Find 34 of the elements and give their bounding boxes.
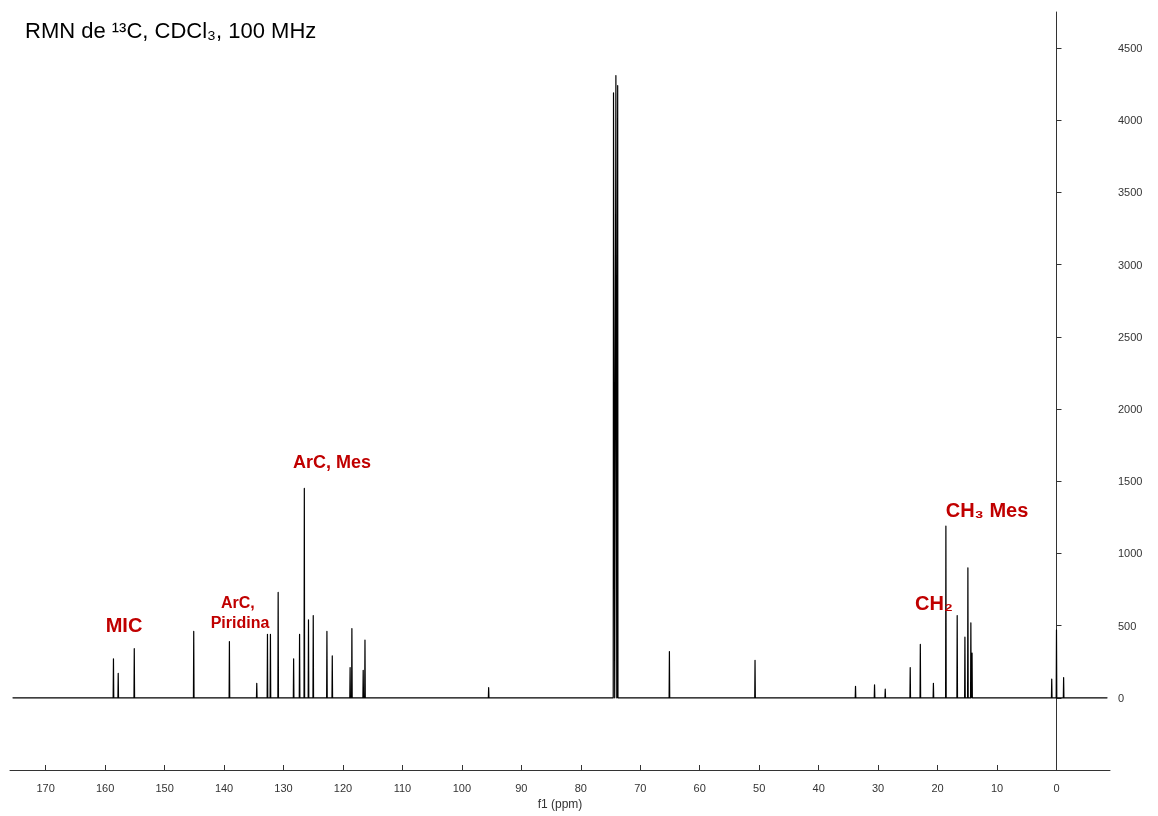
x-tick-label: 120 <box>333 781 353 794</box>
x-tick-label: 70 <box>634 781 647 794</box>
y-tick-label: 3500 <box>1118 186 1143 199</box>
y-tick-label: 1000 <box>1118 547 1143 560</box>
x-tick-label: 30 <box>871 781 885 794</box>
x-tick-label: 10 <box>990 781 1004 794</box>
y-tick-label: 2000 <box>1118 403 1143 416</box>
x-tick-label: 60 <box>693 781 706 794</box>
x-tick-label: 150 <box>155 781 174 794</box>
annotation: ArC, Mes <box>292 452 372 472</box>
annotation: ArC, Piridina <box>210 593 270 631</box>
chart-title: RMN de ¹³C, CDCl₃, 100 MHz <box>25 17 317 43</box>
y-tick-label: 1500 <box>1118 475 1143 488</box>
annotation: MIC <box>105 614 143 636</box>
x-tick-label: 170 <box>36 781 55 794</box>
x-tick-label: 100 <box>452 781 472 794</box>
y-tick-label: 2500 <box>1118 330 1143 343</box>
x-tick-label: 130 <box>274 781 293 794</box>
x-tick-label: 20 <box>931 781 944 794</box>
x-tick-label: 0 <box>1053 781 1060 794</box>
x-tick-label: 110 <box>393 781 412 794</box>
x-tick-label: 140 <box>214 781 234 794</box>
y-tick-label: 4000 <box>1118 114 1143 127</box>
x-axis-title: f1 (ppm) <box>537 796 583 811</box>
x-tick-label: 80 <box>574 781 587 794</box>
x-tick-label: 50 <box>753 781 766 794</box>
x-tick-label: 90 <box>515 781 528 794</box>
x-tick-label: 40 <box>812 781 825 794</box>
y-tick-label: 3000 <box>1118 258 1143 271</box>
y-tick-label: 0 <box>1118 691 1125 704</box>
y-tick-label: 500 <box>1118 619 1137 632</box>
x-tick-label: 160 <box>95 781 115 794</box>
y-tick-label: 4500 <box>1118 42 1143 55</box>
annotation: CH₃ Mes <box>945 499 1029 521</box>
